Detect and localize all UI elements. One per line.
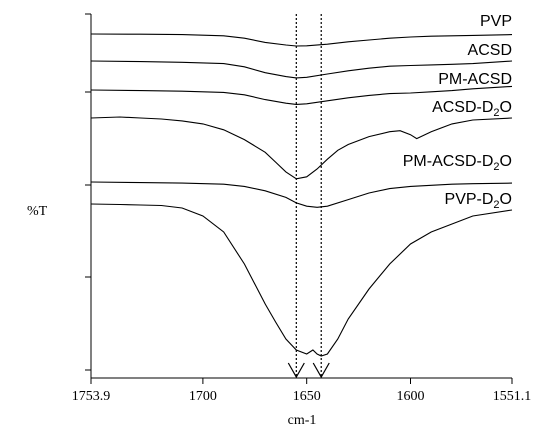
- x-axis-label: cm-1: [288, 413, 317, 428]
- series-label: PVP: [480, 13, 512, 30]
- axes: 1753.9 1700 1650 1600 1551.1: [72, 13, 532, 404]
- series-label: PM-ACSD: [438, 71, 512, 88]
- reference-arrow: [312, 362, 330, 379]
- spectrum-line: [90, 203, 513, 357]
- x-axis-ticks: [90, 378, 513, 384]
- x-tick-label: 1650: [293, 389, 321, 404]
- x-tick-label: 1551.1: [493, 389, 532, 404]
- series-labels: PVP ACSD PM-ACSD ACSD-D2O PM-ACSD-D2O PVP-D2O: [403, 13, 512, 211]
- x-tick-label: 1700: [189, 389, 217, 404]
- spectrum-line: [90, 85, 513, 105]
- x-tick-label: 1753.9: [72, 389, 111, 404]
- x-axis-tick-labels: 1753.9 1700 1650 1600 1551.1: [72, 389, 532, 404]
- spectrum-line: [90, 181, 513, 208]
- series-label: ACSD: [468, 42, 512, 59]
- series-label: ACSD-D2O: [432, 99, 512, 119]
- spectrum-line: [90, 116, 513, 180]
- spectrum-line: [90, 33, 513, 47]
- y-axis-label: %T: [27, 204, 48, 219]
- series-label: PM-ACSD-D2O: [403, 153, 512, 173]
- reference-arrow: [287, 362, 305, 379]
- series-label: PVP-D2O: [445, 191, 512, 211]
- x-tick-label: 1600: [396, 389, 424, 404]
- series-lines: [90, 33, 513, 357]
- y-axis-ticks: [85, 13, 91, 371]
- reference-lines: [287, 14, 330, 379]
- spectrum-line: [90, 60, 513, 79]
